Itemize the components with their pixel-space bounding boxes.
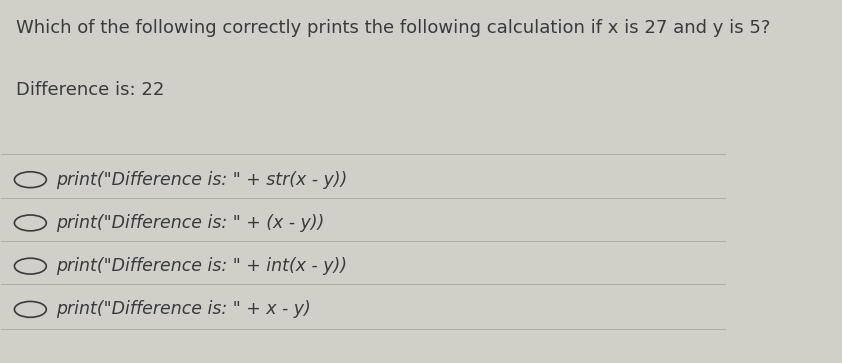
Text: Difference is: 22: Difference is: 22 <box>16 81 164 99</box>
Text: Which of the following correctly prints the following calculation if x is 27 and: Which of the following correctly prints … <box>16 19 770 37</box>
Text: print("Difference is: " + str(x - y)): print("Difference is: " + str(x - y)) <box>56 171 347 189</box>
Text: print("Difference is: " + (x - y)): print("Difference is: " + (x - y)) <box>56 214 324 232</box>
Text: print("Difference is: " + int(x - y)): print("Difference is: " + int(x - y)) <box>56 257 347 275</box>
Text: print("Difference is: " + x - y): print("Difference is: " + x - y) <box>56 300 311 318</box>
